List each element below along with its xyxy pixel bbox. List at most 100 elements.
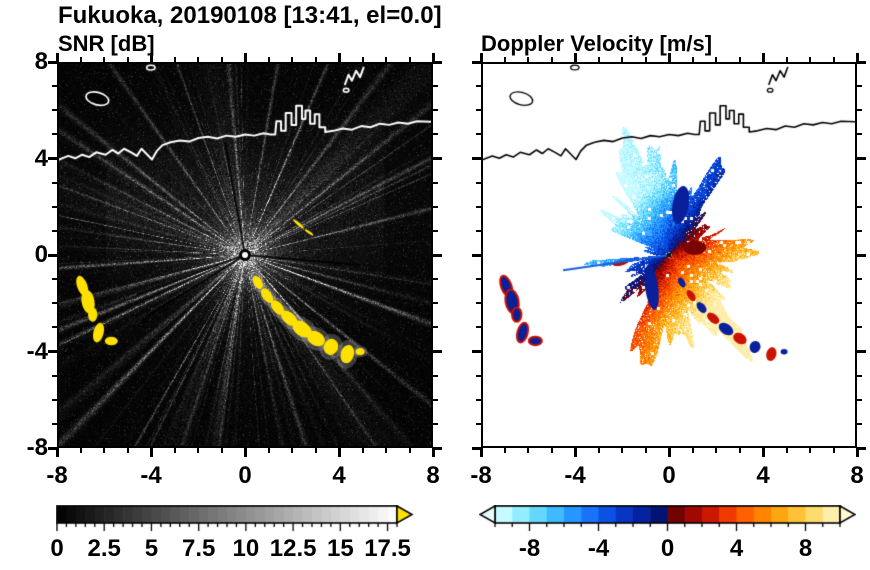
x-tick-label: -4 <box>564 462 586 489</box>
y-axis-tick-right <box>433 157 442 160</box>
x-axis-tick-top <box>644 57 647 62</box>
x-axis-tick <box>644 448 647 453</box>
y-axis-tick <box>476 278 481 281</box>
x-axis-tick-top <box>243 53 247 62</box>
x-tick-label: -8 <box>46 462 68 489</box>
x-axis-tick-top <box>103 57 105 62</box>
x-axis-tick <box>103 448 105 453</box>
y-axis-tick <box>52 374 57 377</box>
x-axis-tick <box>597 448 600 453</box>
x-axis-tick <box>79 448 82 453</box>
x-axis-tick <box>667 448 671 457</box>
y-axis-tick-right <box>433 398 438 401</box>
x-axis-tick <box>55 448 59 457</box>
y-axis-tick-right <box>857 350 866 353</box>
y-axis-tick-right <box>857 229 862 232</box>
x-axis-tick <box>173 448 176 453</box>
x-axis-tick-top <box>527 57 529 62</box>
y-axis-tick-right <box>857 157 866 160</box>
x-axis-tick-top <box>197 57 199 62</box>
x-tick-label: 8 <box>426 462 440 489</box>
x-axis-tick-top <box>855 53 859 62</box>
y-axis-tick <box>476 205 481 208</box>
x-axis-tick <box>785 448 788 453</box>
x-axis-tick <box>761 448 765 457</box>
y-axis-tick-right <box>433 253 442 257</box>
x-axis-tick-top <box>220 57 223 62</box>
x-tick-label: 4 <box>756 462 770 489</box>
x-axis-tick <box>337 448 341 457</box>
y-axis-tick-right <box>433 85 438 88</box>
y-axis-tick-right <box>433 229 438 232</box>
y-axis-tick <box>476 181 481 184</box>
x-axis-tick-top <box>385 57 387 62</box>
x-axis-tick-top <box>621 57 623 62</box>
y-axis-tick-right <box>857 181 862 184</box>
y-axis-tick <box>476 398 481 401</box>
y-axis-tick <box>52 422 57 425</box>
x-axis-tick-top <box>738 57 741 62</box>
x-axis-tick <box>479 448 483 457</box>
y-axis-tick <box>52 278 57 281</box>
y-axis-tick <box>472 350 481 353</box>
y-axis-tick <box>48 157 57 160</box>
x-axis-tick-top <box>408 57 411 62</box>
snr-colorbar-label: 5 <box>144 535 159 562</box>
x-axis-tick <box>738 448 741 453</box>
y-axis-tick-right <box>857 60 866 64</box>
x-tick-label: -8 <box>470 462 492 489</box>
y-axis-tick <box>476 302 481 305</box>
y-axis-tick-right <box>857 326 862 329</box>
y-axis-tick-right <box>433 446 442 450</box>
x-axis-tick <box>126 448 129 453</box>
y-axis-tick-right <box>433 422 438 425</box>
y-axis-tick <box>472 157 481 160</box>
y-axis-tick-right <box>857 422 862 425</box>
x-axis-tick <box>621 448 623 453</box>
doppler-colorbar <box>479 505 856 535</box>
y-axis-tick-right <box>433 205 438 208</box>
y-tick-label: -4 <box>26 337 48 365</box>
x-axis-tick-top <box>479 53 483 62</box>
y-axis-tick <box>48 60 57 64</box>
snr-colorbar-label: 10 <box>232 535 260 562</box>
y-axis-tick-right <box>433 133 438 136</box>
x-tick-label: 0 <box>238 462 252 489</box>
y-axis-tick <box>52 205 57 208</box>
y-axis-tick-right <box>433 302 438 305</box>
snr-panel-title: SNR [dB] <box>58 31 155 56</box>
y-axis-tick <box>48 446 57 450</box>
x-axis-tick-top <box>267 57 270 62</box>
figure-title: Fukuoka, 20190108 [13:41, el=0.0] <box>58 2 442 29</box>
snr-colorbar <box>56 505 414 535</box>
y-axis-tick <box>52 109 57 112</box>
doppler-colorbar-label: 0 <box>660 535 675 562</box>
y-tick-label: 0 <box>34 241 48 268</box>
doppler-colorbar-label: -8 <box>518 535 541 562</box>
x-axis-tick <box>573 448 577 457</box>
x-tick-label: -4 <box>140 462 162 489</box>
doppler-plot <box>472 53 866 457</box>
y-axis-tick <box>476 326 481 329</box>
x-tick-label: 0 <box>662 462 676 489</box>
x-axis-tick-top <box>809 57 811 62</box>
x-axis-tick-top <box>79 57 82 62</box>
y-axis-tick-right <box>857 278 862 281</box>
x-axis-tick-top <box>173 57 176 62</box>
x-axis-tick-top <box>503 57 506 62</box>
snr-plot <box>48 53 442 457</box>
y-axis-tick-right <box>857 446 866 450</box>
y-axis-tick <box>476 133 481 136</box>
y-axis-tick <box>476 374 481 377</box>
snr-colorbar-label: 17.5 <box>364 535 411 562</box>
y-axis-tick <box>48 350 57 353</box>
y-tick-label: 4 <box>34 144 48 172</box>
y-axis-tick-right <box>857 398 862 401</box>
x-axis-tick <box>291 448 293 453</box>
x-axis-tick <box>361 448 364 453</box>
y-axis-tick-right <box>857 205 862 208</box>
y-axis-tick-right <box>857 109 862 112</box>
y-tick-label: 8 <box>34 48 48 75</box>
y-axis-tick <box>52 302 57 305</box>
